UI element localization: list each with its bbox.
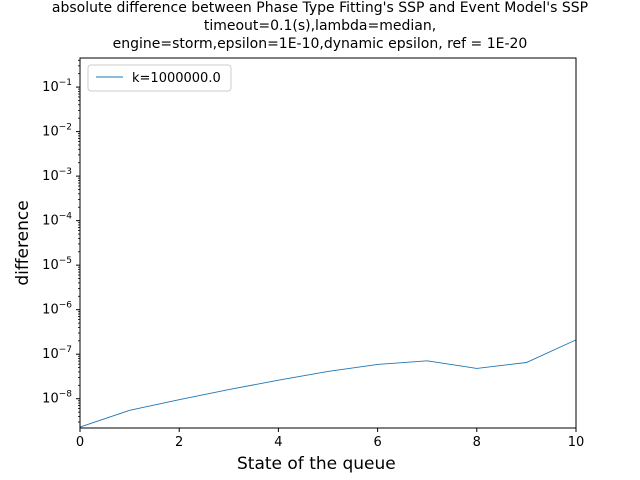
series-line-0 bbox=[79, 339, 577, 428]
x-tick-label: 10 bbox=[568, 435, 585, 450]
y-tick-label: 10−5 bbox=[42, 256, 72, 273]
y-tick-label: 10−1 bbox=[42, 78, 72, 95]
y-tick-label: 10−6 bbox=[42, 301, 72, 318]
chart-title-line-3: engine=storm,epsilon=1E-10,dynamic epsil… bbox=[112, 36, 528, 52]
y-axis-label: difference bbox=[13, 200, 33, 286]
legend: k=1000000.0 bbox=[87, 64, 232, 92]
legend-box bbox=[87, 64, 232, 92]
y-tick-label: 10−4 bbox=[42, 212, 72, 229]
x-tick-label: 8 bbox=[473, 435, 481, 450]
y-tick-label: 10−8 bbox=[42, 390, 72, 407]
x-tick-label: 2 bbox=[175, 435, 183, 450]
y-tick-label: 10−3 bbox=[42, 167, 72, 184]
x-tick-label: 4 bbox=[274, 435, 282, 450]
chart-title-line-2: timeout=0.1(s),lambda=median, bbox=[203, 18, 437, 34]
x-tick-label: 0 bbox=[76, 435, 84, 450]
plot-frame bbox=[79, 57, 577, 429]
tick-layer: 0 2 4 6 8 10 10−8 10−7 10−6 10−5 10−4 10−3 10−2 10−1 bbox=[42, 59, 585, 450]
y-tick-label: 10−2 bbox=[42, 123, 72, 140]
legend-label: k=1000000.0 bbox=[132, 71, 221, 86]
y-tick-label: 10−7 bbox=[42, 345, 72, 362]
chart-title-line-1: absolute difference between Phase Type F… bbox=[51, 0, 589, 16]
x-axis-label: State of the queue bbox=[237, 454, 396, 474]
x-tick-label: 6 bbox=[373, 435, 381, 450]
series-layer bbox=[79, 339, 577, 428]
